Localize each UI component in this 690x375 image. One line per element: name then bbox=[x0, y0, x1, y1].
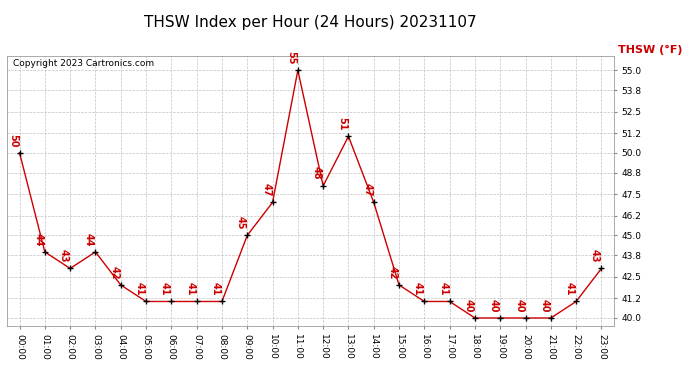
Text: 40: 40 bbox=[540, 299, 549, 312]
Text: 44: 44 bbox=[84, 232, 94, 246]
Text: 41: 41 bbox=[135, 282, 145, 296]
Text: 45: 45 bbox=[236, 216, 246, 229]
Text: 41: 41 bbox=[565, 282, 575, 296]
Text: 41: 41 bbox=[438, 282, 449, 296]
Text: 40: 40 bbox=[514, 299, 524, 312]
Text: Copyright 2023 Cartronics.com: Copyright 2023 Cartronics.com bbox=[13, 59, 154, 68]
Text: 50: 50 bbox=[8, 134, 18, 147]
Text: 40: 40 bbox=[489, 299, 499, 312]
Text: 48: 48 bbox=[312, 166, 322, 180]
Text: 42: 42 bbox=[110, 266, 119, 279]
Text: 41: 41 bbox=[210, 282, 221, 296]
Text: 41: 41 bbox=[413, 282, 423, 296]
Text: 47: 47 bbox=[362, 183, 373, 196]
Text: 41: 41 bbox=[160, 282, 170, 296]
Text: 51: 51 bbox=[337, 117, 347, 130]
Text: 42: 42 bbox=[388, 266, 397, 279]
Text: 43: 43 bbox=[590, 249, 600, 262]
Text: 43: 43 bbox=[59, 249, 69, 262]
Text: 44: 44 bbox=[34, 232, 43, 246]
Text: THSW (°F): THSW (°F) bbox=[618, 45, 682, 55]
Text: 40: 40 bbox=[464, 299, 473, 312]
Text: THSW Index per Hour (24 Hours) 20231107: THSW Index per Hour (24 Hours) 20231107 bbox=[144, 15, 477, 30]
Text: 55: 55 bbox=[286, 51, 297, 64]
Text: 41: 41 bbox=[186, 282, 195, 296]
Text: 47: 47 bbox=[262, 183, 271, 196]
